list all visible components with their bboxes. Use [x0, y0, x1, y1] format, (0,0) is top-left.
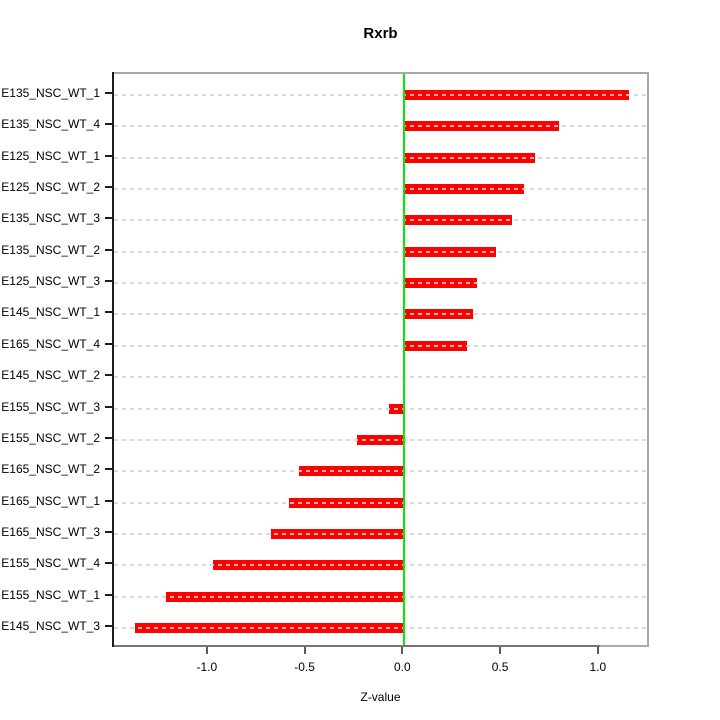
- x-tick-label: 1.0: [589, 660, 607, 674]
- x-tick-label: -0.5: [294, 660, 315, 674]
- y-tick: [105, 92, 112, 94]
- zero-reference-line: [403, 74, 406, 645]
- x-axis-title: Z-value: [360, 690, 401, 704]
- y-axis-label: E125_NSC_WT_2: [1, 180, 100, 195]
- x-tick: [596, 647, 599, 654]
- y-axis-label: E165_NSC_WT_4: [1, 336, 100, 351]
- y-axis-label: E135_NSC_WT_1: [1, 86, 100, 100]
- y-axis-line: [112, 72, 114, 647]
- gridline: [114, 438, 647, 441]
- y-axis-label: E135_NSC_WT_2: [1, 242, 100, 257]
- y-tick: [105, 280, 112, 283]
- x-tick-label: -1.0: [196, 660, 218, 674]
- y-tick: [105, 186, 112, 189]
- y-tick: [105, 154, 112, 157]
- x-tick: [401, 647, 404, 654]
- y-axis-label: E125_NSC_WT_1: [1, 148, 100, 163]
- y-tick: [105, 405, 112, 408]
- gridline: [114, 219, 647, 222]
- plot-box-bottom-edge: [599, 645, 649, 647]
- x-tick: [205, 647, 208, 654]
- y-axis-label: E145_NSC_WT_2: [1, 368, 100, 383]
- y-axis-label: E165_NSC_WT_3: [1, 524, 100, 539]
- y-axis-label: E135_NSC_WT_4: [1, 117, 100, 132]
- gridline: [114, 344, 647, 347]
- y-tick: [105, 248, 112, 251]
- y-axis-label: E155_NSC_WT_3: [1, 399, 100, 414]
- y-axis-label: E135_NSC_WT_3: [1, 211, 100, 226]
- y-tick: [105, 123, 112, 126]
- gridline: [114, 595, 647, 598]
- y-tick: [105, 562, 112, 565]
- y-tick: [105, 311, 112, 314]
- gridline: [114, 407, 647, 410]
- x-tick: [303, 647, 306, 654]
- y-tick: [105, 593, 112, 596]
- y-tick: [105, 374, 112, 377]
- gridline: [114, 282, 647, 285]
- gridline: [114, 470, 647, 473]
- y-tick: [105, 436, 112, 439]
- gridline: [114, 501, 647, 504]
- y-axis-label: E155_NSC_WT_2: [1, 430, 100, 445]
- y-tick: [105, 217, 112, 220]
- y-axis-label: E145_NSC_WT_1: [1, 305, 100, 320]
- gridline: [114, 532, 647, 535]
- plot-inner: [114, 74, 647, 645]
- y-tick: [105, 625, 112, 627]
- gridline: [114, 156, 647, 159]
- chart-title: Rxrb: [363, 25, 398, 42]
- x-tick-label: 0.5: [491, 660, 509, 674]
- y-axis-label: E125_NSC_WT_3: [1, 274, 100, 289]
- gridline: [114, 188, 647, 191]
- y-tick: [105, 342, 112, 345]
- y-axis-label: E165_NSC_WT_2: [1, 462, 100, 477]
- plot-area: [112, 72, 649, 647]
- x-tick-label: 0.0: [393, 660, 411, 674]
- gridline: [114, 94, 647, 96]
- y-axis-label: E155_NSC_WT_1: [1, 587, 100, 602]
- gridline: [114, 564, 647, 567]
- gridline: [114, 376, 647, 379]
- y-axis-label: E145_NSC_WT_3: [1, 619, 100, 633]
- gridline: [114, 125, 647, 128]
- x-tick: [499, 647, 502, 654]
- y-tick: [105, 499, 112, 502]
- gridline: [114, 250, 647, 253]
- gridline: [114, 627, 647, 629]
- y-axis-label: E155_NSC_WT_4: [1, 556, 100, 571]
- y-axis-label: E165_NSC_WT_1: [1, 493, 100, 508]
- gridline: [114, 313, 647, 316]
- y-tick: [105, 530, 112, 533]
- y-tick: [105, 468, 112, 471]
